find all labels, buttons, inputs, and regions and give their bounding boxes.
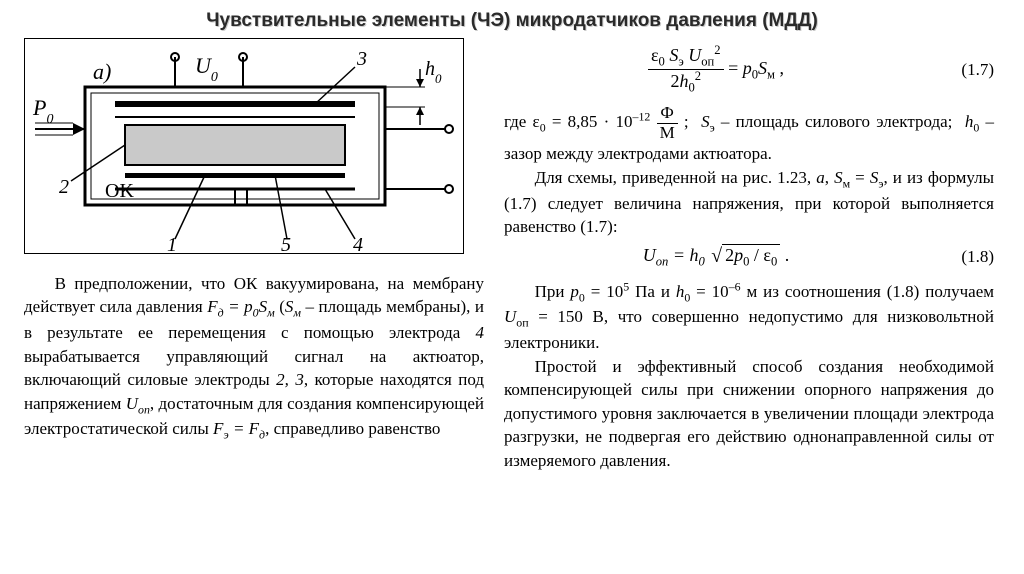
right-node-1 [445,125,453,133]
right-where-text: где ε0 = 8,85 · 10–12 Ф М ; Sэ – площадь… [504,104,994,239]
h0-arrowhead-bot [416,107,424,115]
eq18-tail: . [785,245,790,265]
left-paragraph: В предположении, что ОК вакууми­рована, … [24,272,484,443]
right-p2: Для схемы, приведенной на рис. 1.23, a, … [504,166,994,239]
pressure-label: P0 [32,95,53,127]
leader-1 [175,175,205,239]
leader-4 [325,189,355,239]
unit-fraction: Ф М [657,104,678,142]
eq17-num: ε0 Sэ Uоп2 [648,44,724,70]
electrode-bottom [125,173,345,178]
eq17-fraction: ε0 Sэ Uоп2 2h02 [648,44,724,96]
terminal-voltage-label: U0 [195,53,218,85]
callout-2: 2 [59,176,69,198]
eq18-number: (1.8) [946,247,994,267]
text-span: ( [275,297,285,316]
pressure-arrow-head [73,123,85,135]
eq18-radicand: 2p0 / ε0 [722,244,780,270]
leader-5 [275,175,287,239]
area-sym: Sм [285,297,301,316]
text-span: где ε0 = 8,85 · 10–12 [504,112,657,131]
sensor-diagram-svg: a) U0 P0 [25,39,465,255]
elec-4: 4 [476,323,485,342]
unit-den: М [657,124,678,143]
eq17-body: ε0 Sэ Uоп2 2h02 = p0Sм , [504,44,928,96]
content-columns: a) U0 P0 [0,38,1024,484]
right-p4: Простой и эффективный способ соз­дания н… [504,355,994,472]
equation-1-7: ε0 Sэ Uоп2 2h02 = p0Sм , (1.7) [504,44,994,96]
column-left: a) U0 P0 [24,38,484,472]
callout-3: 3 [356,48,367,70]
cavity-label: OK [105,180,134,202]
uop-sym: Uоп [126,394,150,413]
eq18-lhs: Uоп = h0 [643,245,705,265]
right-node-2 [445,185,453,193]
eq17-rhs: = p0Sм , [728,58,784,78]
text-span: , справедливо равен­ство [265,419,440,438]
eq17-den: 2h02 [648,70,724,95]
feq-expr: Fэ = Fд [213,419,265,438]
eq17-number: (1.7) [946,60,994,80]
text-span: При p0 = 105 Па и h0 = 10–6 м из соот­но… [504,282,994,353]
diagram-panel: a) U0 P0 [24,38,464,254]
right-p3: При p0 = 105 Па и h0 = 10–6 м из соот­но… [504,278,994,355]
unit-num: Ф [657,104,678,124]
callout-4: 4 [353,234,363,255]
elec-23: 2, 3 [276,370,304,389]
right-text-2: При p0 = 105 Па и h0 = 10–6 м из соот­но… [504,278,994,472]
force-expr: Fд = p0Sм [207,297,274,316]
eq18-sqrt: 2p0 / ε0 [709,244,780,270]
text-span: a [816,168,825,187]
h0-arrowhead-top [416,79,424,87]
column-right: ε0 Sэ Uоп2 2h02 = p0Sм , (1.7) где ε0 = … [504,38,994,472]
diagram-panel-label: a) [93,59,111,84]
leader-2 [71,145,125,181]
membrane-block [125,125,345,165]
h0-label: h0 [425,58,442,86]
eq18-body: Uоп = h0 2p0 / ε0 . [504,244,928,270]
text-span: Для схемы, приведенной на рис. 1.23, [535,168,817,187]
callout-5: 5 [281,234,291,255]
callout-1: 1 [167,234,177,255]
page-title: Чувствительные элементы (ЧЭ) микродатчик… [0,0,1024,38]
equation-1-8: Uоп = h0 2p0 / ε0 . (1.8) [504,244,994,270]
electrode-top [115,101,355,107]
